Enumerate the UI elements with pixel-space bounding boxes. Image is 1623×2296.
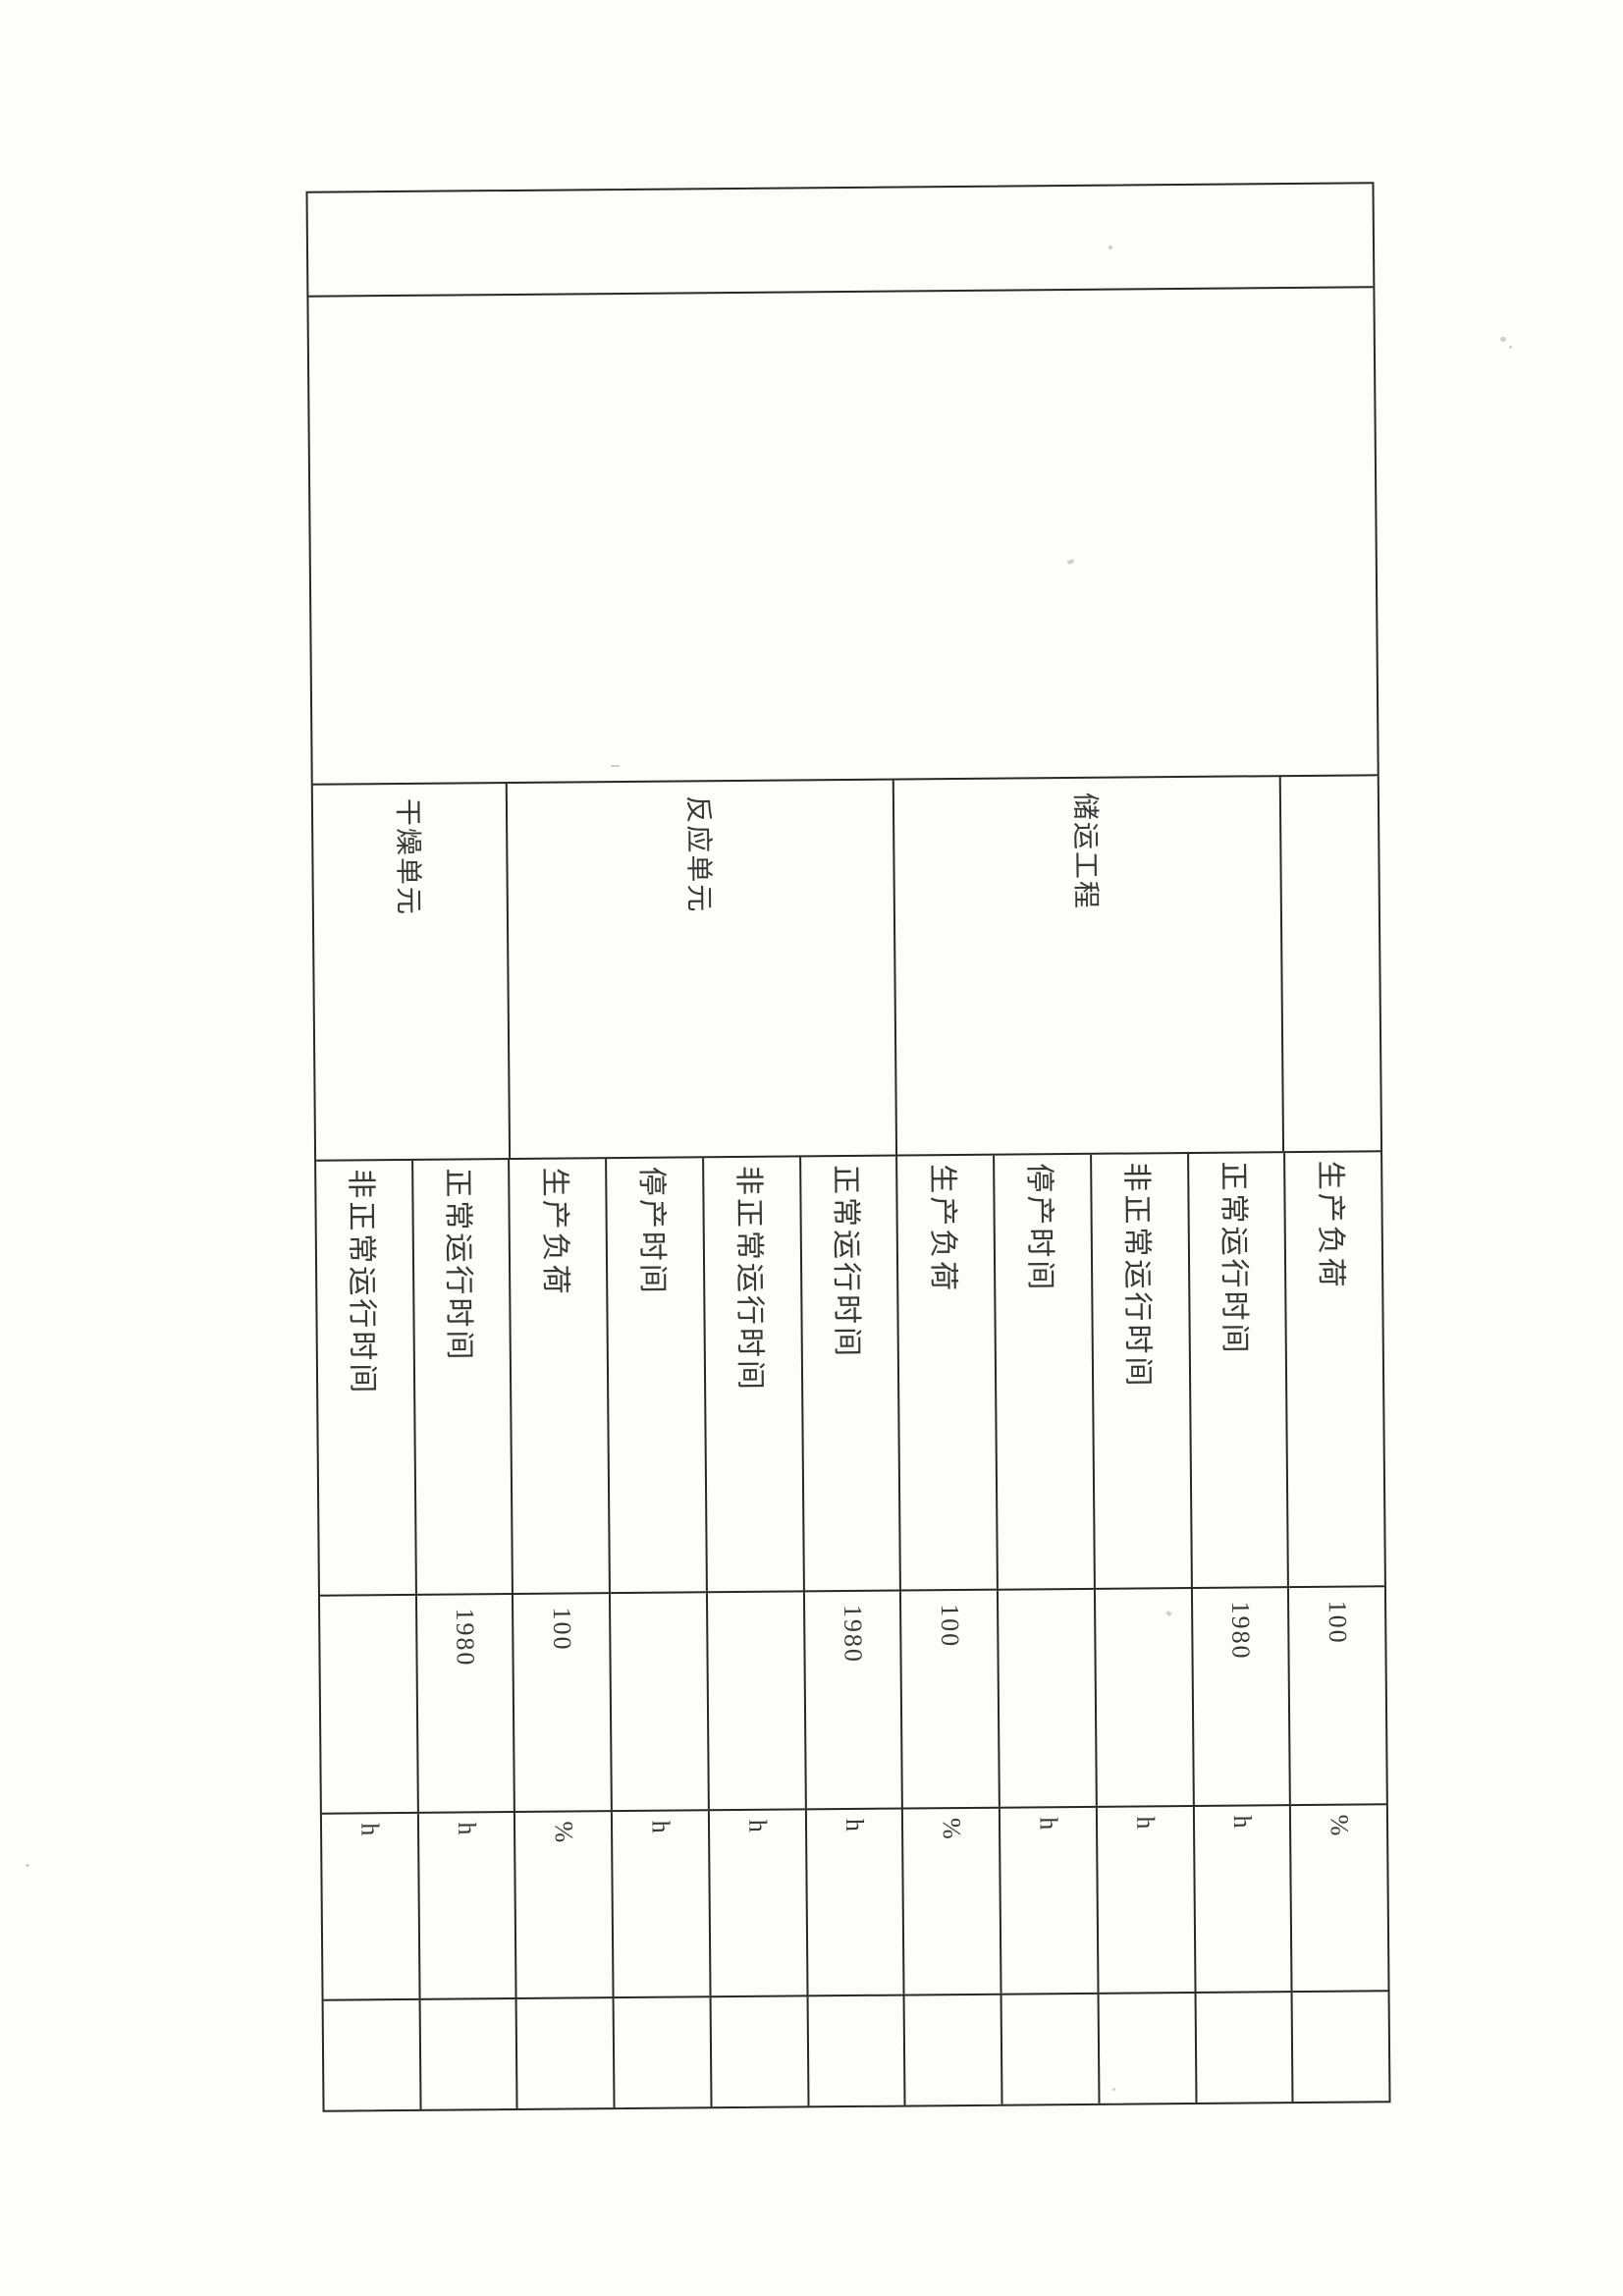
value-text: 1980: [451, 1608, 480, 1667]
table-row-metric-headers: 非正常运行时间 正常运行时间 生产负荷 停产时间 非正常运行时间 正常运行时间 …: [316, 1152, 1384, 1597]
empty-cell: [1293, 1992, 1389, 2102]
table-row-top-empty: [307, 184, 1374, 298]
unit-cell: h: [418, 1812, 518, 1998]
value-cell: 1980: [416, 1594, 516, 1812]
category-cell: 反应单元: [507, 780, 898, 1159]
category-label: 干燥单元: [391, 797, 423, 917]
empty-cell: [308, 184, 1374, 295]
metric-label: 生产负荷: [537, 1167, 572, 1297]
metric-header-cell: 正常运行时间: [412, 1160, 514, 1594]
metric-header-cell: 非正常运行时间: [704, 1157, 805, 1592]
metric-label: 非正常运行时间: [1119, 1162, 1155, 1390]
value-cell: 1980: [804, 1591, 904, 1809]
metric-header-cell: 生产负荷: [897, 1155, 1000, 1590]
metric-label: 停产时间: [1022, 1163, 1056, 1293]
value-text: 100: [935, 1603, 965, 1649]
empty-cell: [1196, 1993, 1294, 2103]
value-cell: 100: [1289, 1587, 1386, 1804]
unit-text: h: [840, 1818, 870, 1833]
empty-cell: [420, 1998, 518, 2109]
metric-label: 正常运行时间: [441, 1168, 475, 1363]
unit-cell: h: [806, 1809, 905, 1995]
metric-label: 停产时间: [634, 1166, 669, 1296]
unit-cell: h: [613, 1811, 712, 1997]
metric-header-cell: 非正常运行时间: [316, 1160, 417, 1595]
metric-label: 非正常运行时间: [731, 1165, 767, 1394]
category-label: 储运工程: [1068, 792, 1101, 911]
unit-cell: h: [1097, 1806, 1197, 1993]
unit-text: %: [1325, 1814, 1354, 1837]
unit-cell: h: [1001, 1807, 1100, 1994]
table-row-units: h h % h h h % h h h %: [321, 1805, 1388, 2001]
value-text: 100: [547, 1607, 577, 1652]
empty-cell: [711, 1996, 810, 2107]
scan-speck: [1109, 246, 1112, 249]
metric-label: 非正常运行时间: [344, 1169, 379, 1396]
unit-cell: %: [1291, 1805, 1387, 1991]
category-cell-empty: [1281, 776, 1380, 1151]
table-row-blank-band: [308, 288, 1378, 786]
value-cell: [1095, 1588, 1195, 1806]
unit-text: h: [355, 1823, 385, 1837]
unit-text: h: [453, 1822, 482, 1836]
unit-text: %: [937, 1817, 966, 1840]
metric-header-cell: 正常运行时间: [1188, 1153, 1290, 1587]
category-label: 反应单元: [681, 795, 714, 914]
unit-cell: h: [1194, 1806, 1293, 1992]
production-time-table: 干燥单元 反应单元 储运工程 非正常运行时间 正常运行时间 生产负荷 停产时间 …: [305, 182, 1391, 2112]
scan-speck: [1509, 346, 1512, 349]
table-row-values: 1980 100 1980 100 1980 100: [319, 1587, 1386, 1815]
unit-cell: h: [709, 1810, 809, 1996]
value-cell: 100: [901, 1590, 1001, 1808]
value-cell: [611, 1593, 710, 1811]
metric-label: 正常运行时间: [829, 1164, 863, 1360]
unit-cell: h: [321, 1813, 421, 1999]
value-text: 1980: [1226, 1601, 1256, 1661]
unit-cell: %: [515, 1812, 615, 1997]
unit-text: h: [1227, 1815, 1258, 1830]
value-cell: 1980: [1192, 1588, 1292, 1805]
empty-cell: [517, 1998, 616, 2108]
value-cell: [999, 1589, 1098, 1807]
empty-cell: [1001, 1994, 1101, 2105]
metric-header-cell: 生产负荷: [1285, 1152, 1384, 1586]
empty-cell: [904, 1995, 1003, 2105]
metric-label: 生产负荷: [1313, 1160, 1347, 1290]
unit-cell: %: [903, 1808, 1002, 1995]
table-row-bottom-empty: [323, 1992, 1389, 2110]
scan-speck: [26, 1864, 29, 1867]
metric-header-cell: 生产负荷: [510, 1159, 612, 1593]
unit-text: h: [646, 1820, 676, 1834]
unit-text: h: [1034, 1817, 1063, 1831]
empty-cell: [308, 288, 1377, 783]
table-row-categories: 干燥单元 反应单元 储运工程: [312, 776, 1381, 1162]
metric-label: 生产负荷: [925, 1164, 960, 1294]
value-text: 1980: [839, 1604, 868, 1665]
metric-header-cell: 停产时间: [607, 1158, 708, 1593]
metric-label: 正常运行时间: [1217, 1161, 1251, 1356]
value-text: 100: [1323, 1600, 1353, 1645]
value-cell: [319, 1595, 419, 1813]
metric-header-cell: 非正常运行时间: [1091, 1153, 1193, 1588]
value-cell: [707, 1592, 807, 1810]
unit-text: %: [549, 1821, 579, 1844]
category-cell: 储运工程: [893, 777, 1285, 1155]
unit-text: h: [743, 1819, 773, 1833]
unit-text: h: [1131, 1816, 1161, 1831]
empty-cell: [808, 1995, 906, 2106]
category-cell: 干燥单元: [312, 784, 512, 1160]
metric-header-cell: 正常运行时间: [800, 1156, 902, 1591]
empty-cell: [614, 1997, 713, 2108]
metric-header-cell: 停产时间: [995, 1154, 1096, 1589]
empty-cell: [323, 1999, 422, 2110]
scan-speck: [1500, 337, 1506, 342]
scan-speck: [611, 765, 620, 767]
value-cell: 100: [514, 1594, 614, 1811]
scan-speck: [1112, 2088, 1115, 2091]
